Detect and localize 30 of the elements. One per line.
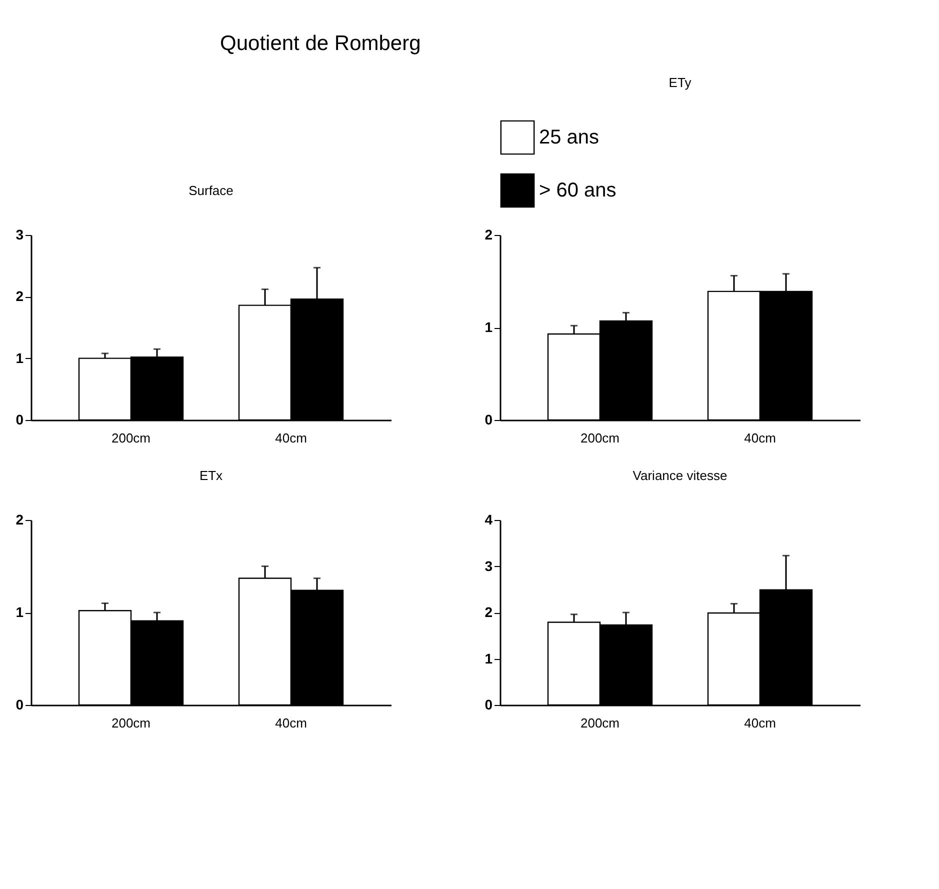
y-tick-label: 0 <box>484 412 493 428</box>
x-tick-label: 40cm <box>744 430 776 446</box>
y-tick-label: 2 <box>16 288 24 304</box>
y-tick-label: 1 <box>16 604 24 620</box>
x-tick-label: 200cm <box>111 716 151 730</box>
x-tick-label: 200cm <box>111 430 151 446</box>
chart-title: ETy <box>668 75 692 90</box>
text: Quotient de Romberg <box>219 31 422 57</box>
y-tick-label: 1 <box>16 350 24 366</box>
y-tick-label: 0 <box>16 696 24 712</box>
x-tick-label: 40cm <box>744 716 776 730</box>
y-tick-label: 3 <box>484 558 493 574</box>
legend-label: 25 ans <box>539 126 600 148</box>
y-tick-label: 1 <box>484 319 493 335</box>
x-tick-label: 200cm <box>580 716 620 730</box>
chart-title: ETx <box>199 468 224 483</box>
y-tick-label: 2 <box>16 512 24 528</box>
y-tick-label: 2 <box>484 604 493 620</box>
y-tick-label: 1 <box>484 650 493 666</box>
legend-label: > 60 ans <box>539 180 616 202</box>
y-tick-label: 3 <box>16 226 24 242</box>
y-tick-label: 2 <box>484 226 493 242</box>
chart-title: Surface <box>188 183 234 198</box>
y-tick-label: 0 <box>484 696 493 712</box>
y-tick-label: 0 <box>16 412 24 428</box>
chart-title: Variance vitesse <box>632 468 728 483</box>
x-tick-label: 40cm <box>275 716 307 730</box>
x-tick-label: 200cm <box>580 430 620 446</box>
x-tick-label: 40cm <box>275 430 307 446</box>
y-tick-label: 4 <box>484 512 493 528</box>
